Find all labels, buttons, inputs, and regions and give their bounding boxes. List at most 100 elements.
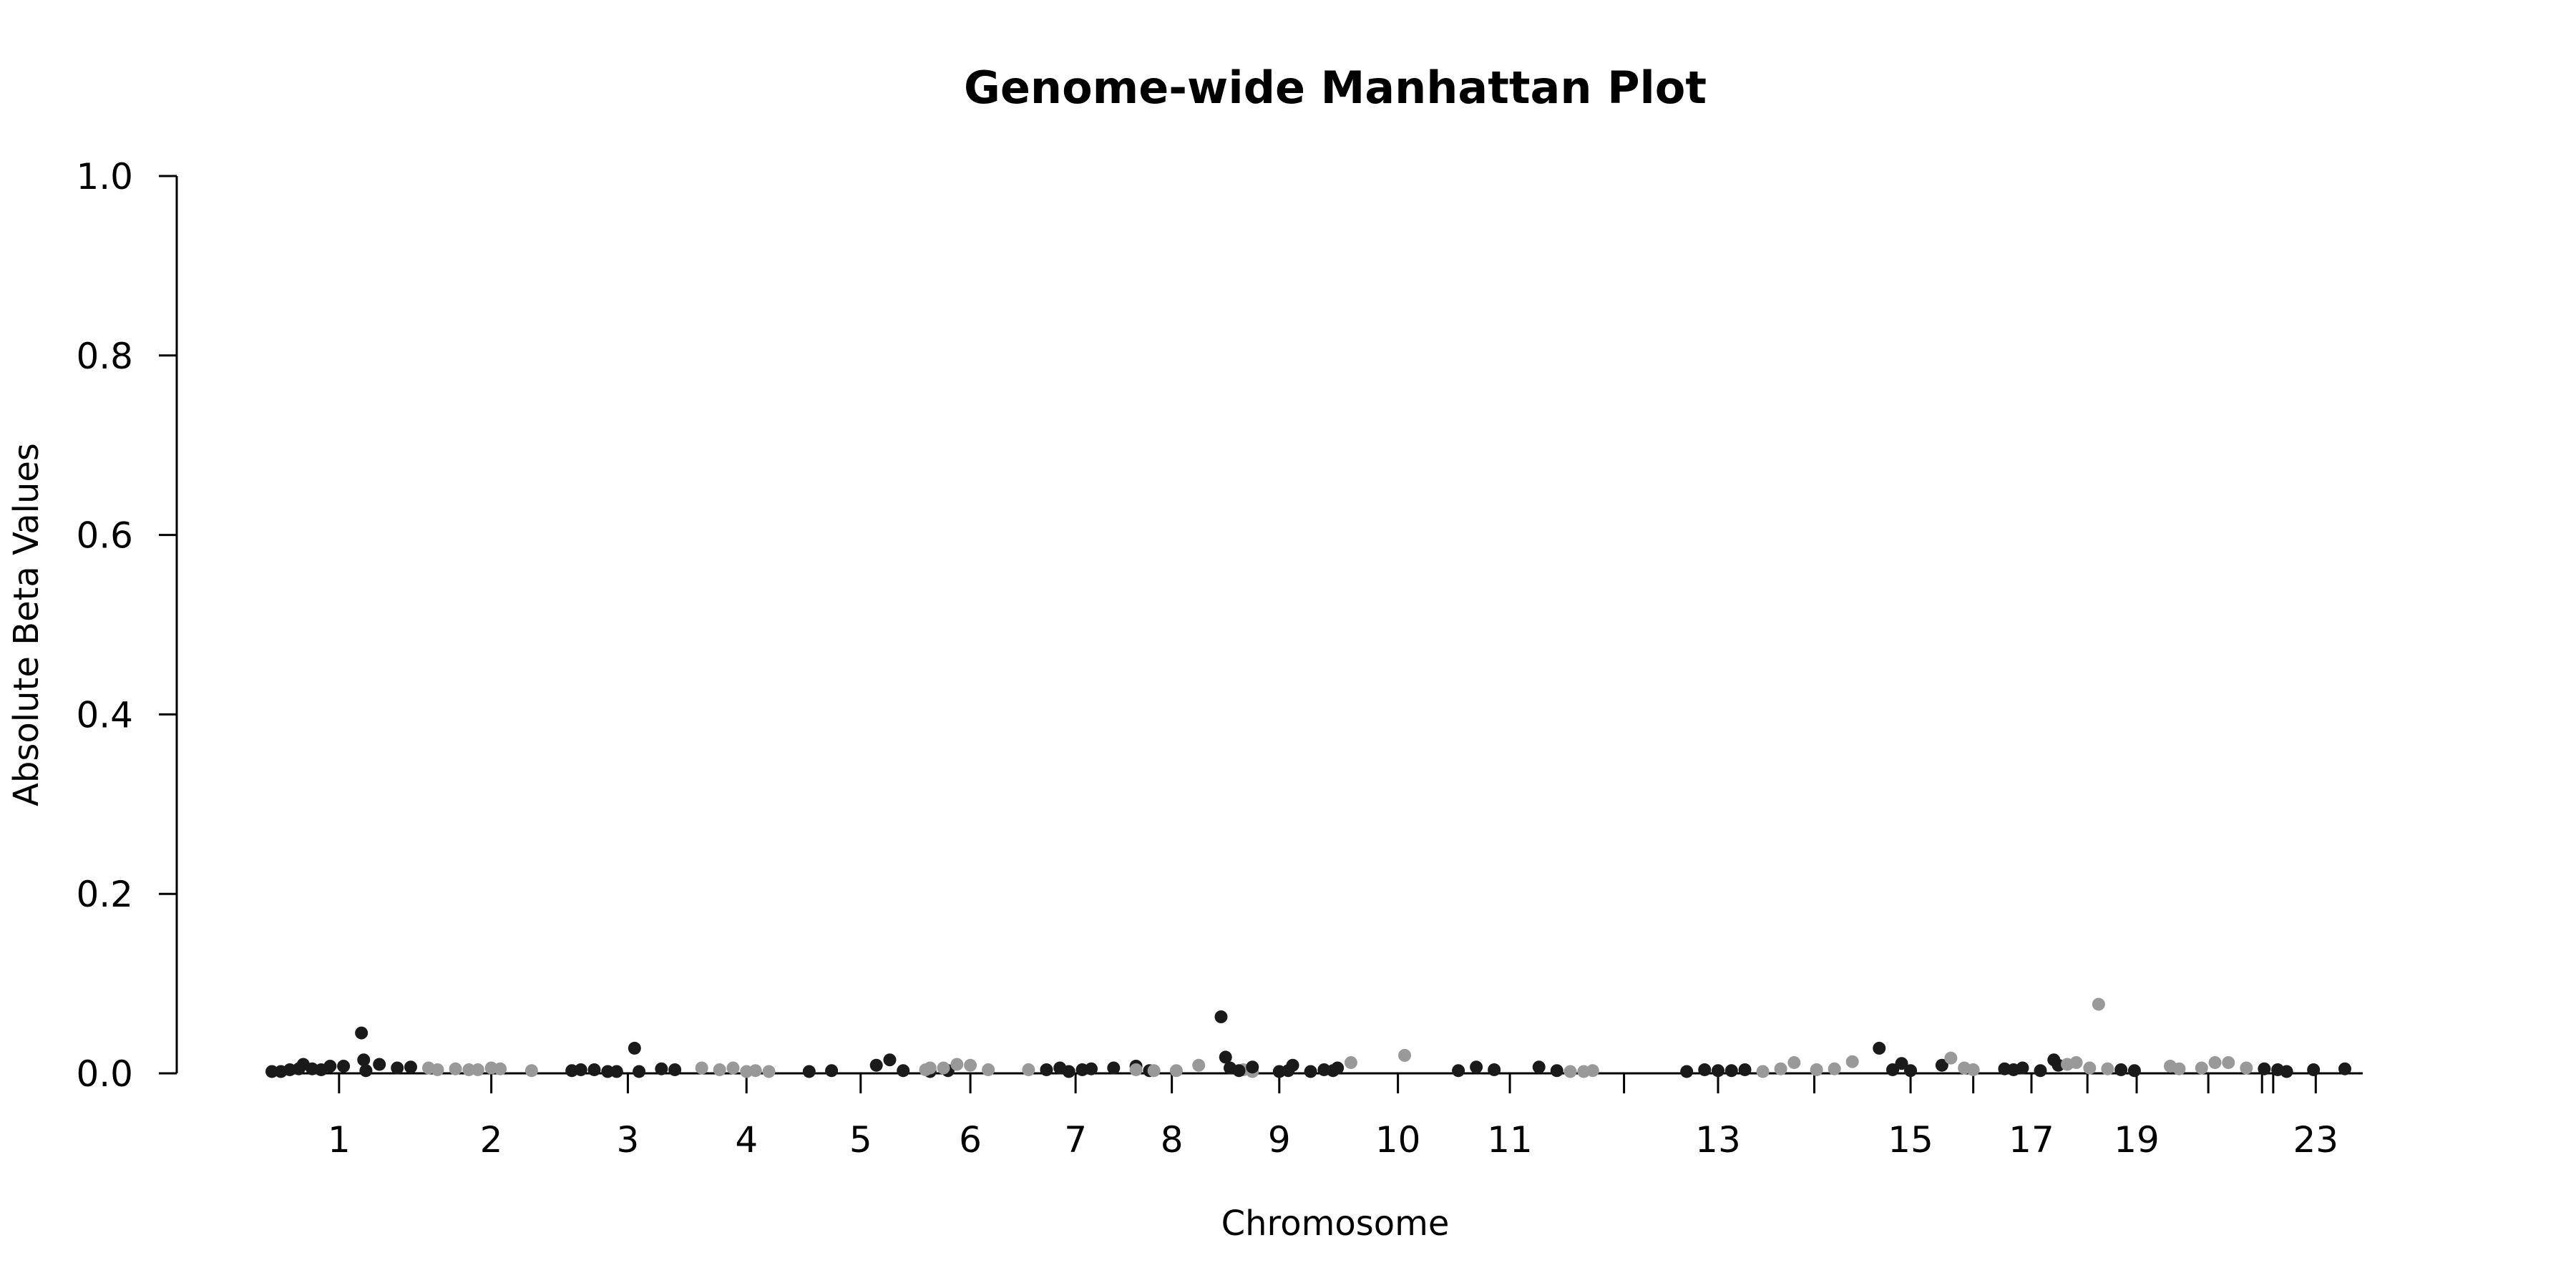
data-point: [1040, 1063, 1053, 1076]
data-point: [2222, 1055, 2235, 1069]
data-point: [655, 1062, 668, 1075]
x-axis: 1 2 3 4 5 6 7 8 9 10 11 13 15 17 19 23: [272, 1072, 2363, 1161]
y-tick-label: 0.8: [76, 336, 133, 377]
x-tick-label: 3: [617, 1119, 640, 1161]
data-point: [1192, 1058, 1206, 1072]
data-point: [265, 1065, 278, 1078]
data-point: [355, 1026, 369, 1040]
data-point: [1886, 1063, 1900, 1076]
data-point: [1711, 1064, 1724, 1078]
data-point: [1810, 1063, 1823, 1076]
data-point: [1085, 1062, 1098, 1075]
data-point: [1344, 1055, 1357, 1069]
data-point: [1246, 1060, 1259, 1074]
data-point: [1398, 1048, 1412, 1062]
data-point: [1232, 1064, 1246, 1078]
data-point: [1944, 1051, 1958, 1065]
data-point: [1304, 1065, 1317, 1078]
x-axis-label: Chromosome: [1221, 1204, 1450, 1244]
x-tick-label: 19: [2114, 1119, 2160, 1161]
data-point: [633, 1065, 646, 1078]
data-point: [1107, 1061, 1121, 1075]
data-point: [1470, 1060, 1483, 1074]
data-point: [601, 1065, 615, 1078]
x-tick-label: 6: [959, 1119, 982, 1161]
data-point: [1935, 1058, 1948, 1072]
data-point: [1774, 1062, 1787, 1075]
data-point: [982, 1063, 995, 1076]
data-point: [726, 1061, 740, 1075]
data-point: [2338, 1062, 2351, 1075]
data-point: [1331, 1061, 1345, 1075]
data-point: [1129, 1063, 1143, 1076]
data-point: [1488, 1063, 1501, 1076]
data-point: [668, 1063, 682, 1076]
data-point: [2208, 1055, 2222, 1069]
data-point: [1787, 1055, 1801, 1069]
x-tick-label: 17: [2009, 1119, 2054, 1161]
data-point: [373, 1058, 386, 1071]
y-axis-label: Absolute Beta Values: [6, 443, 47, 806]
data-point: [2083, 1061, 2097, 1075]
x-tick-label: 10: [1375, 1119, 1421, 1161]
chart-title: Genome-wide Manhattan Plot: [964, 62, 1707, 114]
data-point: [2258, 1062, 2271, 1075]
x-tick-label: 1: [328, 1119, 351, 1161]
data-point: [2101, 1062, 2114, 1075]
data-point: [1550, 1064, 1563, 1078]
data-point: [1214, 1010, 1228, 1023]
data-point: [391, 1061, 404, 1075]
data-point: [1738, 1063, 1752, 1076]
data-point: [1286, 1058, 1299, 1072]
data-point: [964, 1058, 977, 1072]
data-point: [1895, 1057, 1908, 1070]
data-point: [404, 1060, 417, 1074]
data-point: [449, 1062, 462, 1075]
data-point: [2240, 1061, 2253, 1075]
data-point: [494, 1062, 507, 1075]
data-point: [825, 1064, 839, 1078]
data-point: [1219, 1050, 1232, 1064]
data-point: [802, 1065, 816, 1078]
data-point: [2127, 1064, 2141, 1078]
data-point: [1724, 1064, 1738, 1078]
data-points: [265, 997, 2351, 1078]
y-axis: 0.0 0.2 0.4 0.6 0.8 1.0: [76, 156, 178, 1095]
x-tick-label: 23: [2293, 1119, 2338, 1161]
x-tick-label: 13: [1695, 1119, 1741, 1161]
x-tick-label: 8: [1161, 1119, 1184, 1161]
data-point: [574, 1063, 587, 1076]
data-point: [1169, 1064, 1183, 1078]
data-point: [323, 1059, 337, 1073]
data-point: [695, 1061, 708, 1075]
data-point: [897, 1064, 910, 1078]
y-tick-label: 0.0: [76, 1053, 133, 1095]
data-point: [587, 1063, 601, 1076]
data-point: [1904, 1064, 1918, 1078]
data-point: [1873, 1041, 1886, 1055]
x-tick-label: 15: [1888, 1119, 1933, 1161]
y-ticks: 0.0 0.2 0.4 0.6 0.8 1.0: [76, 156, 177, 1095]
y-tick-label: 1.0: [76, 156, 133, 197]
data-point: [357, 1053, 371, 1067]
data-point: [431, 1063, 444, 1076]
y-tick-label: 0.6: [76, 515, 133, 557]
x-tick-label: 7: [1064, 1119, 1087, 1161]
data-point: [2280, 1065, 2293, 1078]
data-point: [2307, 1063, 2321, 1076]
data-point: [1845, 1055, 1859, 1068]
data-point: [883, 1053, 897, 1067]
data-point: [2092, 997, 2105, 1011]
data-point: [1828, 1062, 1841, 1075]
data-point: [2034, 1064, 2047, 1078]
data-point: [471, 1063, 484, 1076]
data-point: [1147, 1064, 1161, 1078]
x-tick-label: 2: [480, 1119, 503, 1161]
y-tick-label: 0.4: [76, 694, 133, 736]
data-point: [359, 1064, 373, 1078]
data-point: [869, 1058, 883, 1072]
data-point: [2172, 1062, 2186, 1075]
data-point: [628, 1041, 641, 1055]
data-point: [1756, 1065, 1770, 1078]
